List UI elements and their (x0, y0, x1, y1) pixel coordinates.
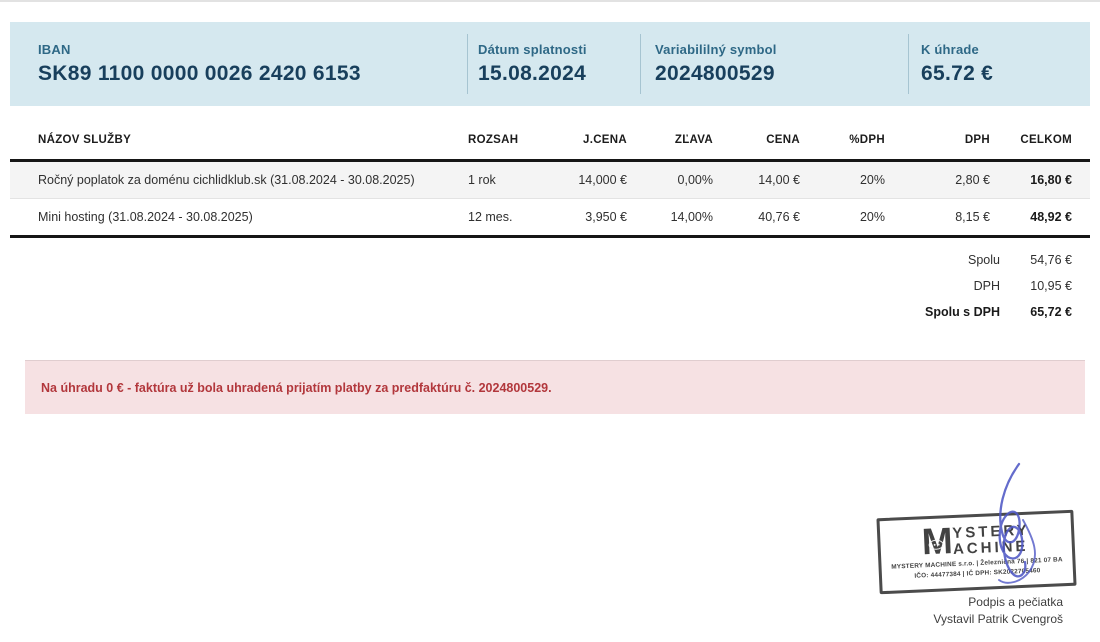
cell-celkom: 16,80 € (1030, 173, 1072, 187)
col-header-dph: DPH (885, 124, 990, 162)
band-divider (908, 34, 909, 94)
invoice-items-table: NÁZOV SLUŽBY ROZSAH J.CENA ZĽAVA CENA %D… (10, 124, 1090, 238)
total-label: Spolu s DPH (924, 305, 1000, 319)
total-value: 65,72 € (1030, 305, 1072, 319)
variable-symbol-section: Variabililný symbol 2024800529 (641, 42, 908, 86)
cell-pdph: 20% (800, 198, 885, 238)
cell-dph: 8,15 € (885, 198, 990, 238)
cell-celkom: 48,92 € (990, 198, 1090, 238)
cell-jcena: 3,950 € (558, 198, 627, 238)
cell-pdph: 20% (859, 173, 885, 187)
stamp-logo: M YSTERY ACHINE (921, 520, 1031, 562)
col-header-celkom: CELKOM (990, 124, 1090, 162)
iban-label: IBAN (38, 42, 71, 57)
total-label: Spolu (968, 253, 1000, 267)
cell-service-name: Mini hosting (31.08.2024 - 30.08.2025) (10, 198, 468, 238)
col-header-zlava: ZĽAVA (627, 124, 713, 162)
payment-notice-text: Na úhradu 0 € - faktúra už bola uhradená… (41, 380, 552, 395)
cell-cena: 14,00 € (758, 173, 800, 187)
cell-dph: 2,80 € (955, 173, 990, 187)
band-divider (640, 34, 641, 94)
company-stamp: M YSTERY ACHINE MYSTERY MACHINE s.r.o. |… (876, 509, 1077, 595)
col-header-jcena: J.CENA (558, 124, 627, 162)
due-date-label: Dátum splatnosti (478, 42, 587, 57)
band-divider (467, 34, 468, 94)
due-date-value: 15.08.2024 (478, 62, 587, 85)
signature-caption: Podpis a pečiatka (968, 595, 1063, 609)
table-row: Mini hosting (31.08.2024 - 30.08.2025) 1… (10, 198, 1090, 238)
variable-symbol-value: 2024800529 (655, 62, 775, 85)
footer-signature-captions: Podpis a pečiatka Vystavil Patrik Cvengr… (933, 594, 1063, 628)
cell-zlava: 14,00% (627, 198, 713, 238)
total-value: 10,95 € (1030, 279, 1072, 293)
col-header-rozsah: ROZSAH (468, 124, 558, 162)
cell-jcena: 14,000 € (578, 173, 627, 187)
table-row: Ročný poplatok za doménu cichlidklub.sk … (10, 160, 1090, 199)
total-grand: Spolu s DPH 65,72 € (670, 299, 1090, 325)
iban-section: IBAN SK89 1100 0000 0026 2420 6153 (10, 42, 467, 86)
amount-due-label: K úhrade (921, 42, 979, 57)
cell-rozsah: 1 rok (468, 173, 496, 187)
iban-value: SK89 1100 0000 0026 2420 6153 (38, 62, 361, 85)
cell-cena: 40,76 € (713, 198, 800, 238)
variable-symbol-label: Variabililný symbol (655, 42, 777, 57)
col-header-pdph: %DPH (800, 124, 885, 162)
total-vat: DPH 10,95 € (670, 273, 1090, 299)
total-label: DPH (973, 279, 1000, 293)
cell-service-name: Ročný poplatok za doménu cichlidklub.sk … (38, 173, 415, 187)
total-value: 54,76 € (1030, 253, 1072, 267)
totals-block: Spolu 54,76 € DPH 10,95 € Spolu s DPH 65… (670, 247, 1090, 325)
col-header-cena: CENA (713, 124, 800, 162)
issued-by-caption: Vystavil Patrik Cvengroš (933, 612, 1063, 626)
total-subtotal: Spolu 54,76 € (670, 247, 1090, 273)
stamp-logo-word-bottom: ACHINE (952, 537, 1029, 558)
cell-rozsah: 12 mes. (468, 198, 558, 238)
payment-notice-banner: Na úhradu 0 € - faktúra už bola uhradená… (25, 360, 1085, 414)
due-date-section: Dátum splatnosti 15.08.2024 (468, 42, 640, 86)
page-top-divider (0, 0, 1100, 2)
table-header-row: NÁZOV SLUŽBY ROZSAH J.CENA ZĽAVA CENA %D… (10, 124, 1090, 162)
cell-zlava: 0,00% (677, 173, 713, 187)
amount-due-section: K úhrade 65.72 € (909, 42, 1090, 86)
amount-due-value: 65.72 € (921, 62, 994, 85)
col-header-nazov: NÁZOV SLUŽBY (10, 124, 468, 162)
invoice-summary-band: IBAN SK89 1100 0000 0026 2420 6153 Dátum… (10, 22, 1090, 106)
